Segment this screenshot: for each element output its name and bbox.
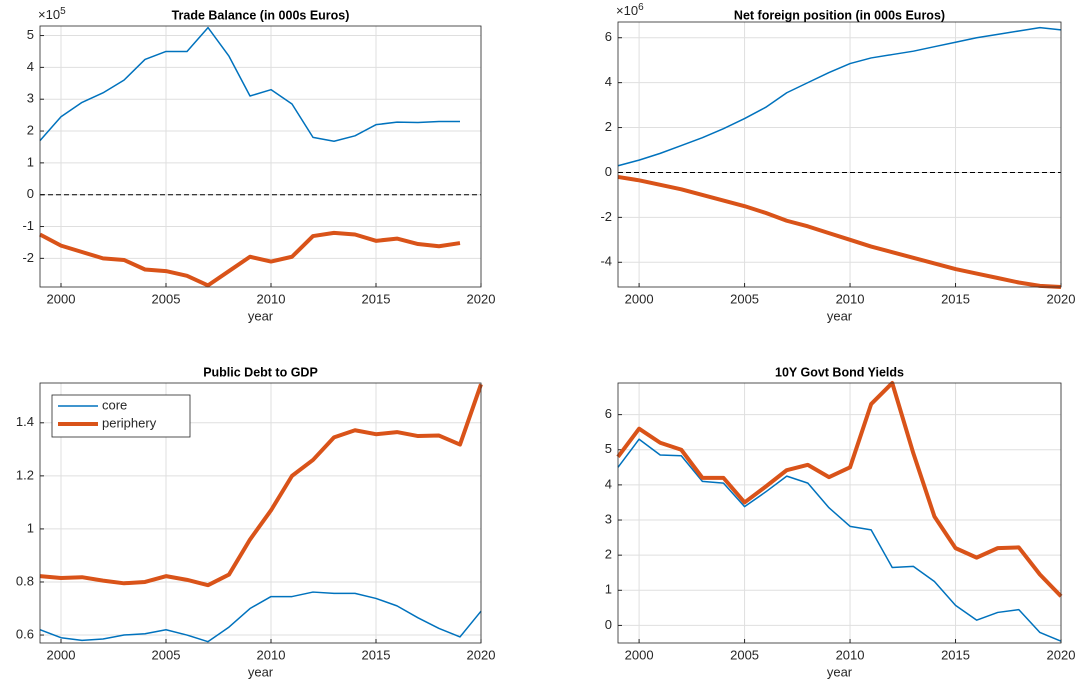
x-tick-label: 2015 — [941, 291, 970, 306]
axes-frame — [39, 25, 482, 288]
x-tick-label: 2005 — [152, 647, 181, 662]
x-tick-label: 2015 — [362, 291, 391, 306]
y-tick-label: 6 — [605, 406, 612, 421]
y-tick-label: 4 — [27, 59, 34, 74]
y-tick-label: 5 — [27, 27, 34, 42]
x-tick-label: 2020 — [467, 291, 496, 306]
y-tick-label: 1.2 — [16, 467, 34, 482]
series-line — [39, 26, 460, 142]
legend-box — [51, 394, 191, 438]
y-tick-label: 2 — [605, 119, 612, 134]
y-scale-exponent: 5 — [60, 6, 66, 17]
y-tick-label: -2 — [600, 209, 612, 224]
series-line — [39, 591, 482, 643]
y-tick-label: 0 — [27, 186, 34, 201]
series-line — [617, 174, 1062, 289]
subplot: 2000 2005 2010 2015 2020 -2 -1 0 1 2 3 4 5 Trade Bala… — [22, 6, 495, 324]
y-scale-base: ×10 — [616, 3, 638, 18]
x-tick-label: 2010 — [257, 291, 286, 306]
y-tick-label: 3 — [605, 511, 612, 526]
y-scale-exponent: 6 — [638, 2, 644, 13]
y-tick-label: 2 — [605, 547, 612, 562]
series-line — [39, 230, 461, 288]
y-tick-label: -4 — [600, 254, 612, 269]
chart-title: Public Debt to GDP — [203, 365, 318, 379]
series-line — [39, 383, 483, 588]
axes-frame — [617, 382, 1062, 644]
legend-label: core — [102, 397, 127, 412]
chart-title: 10Y Govt Bond Yields — [775, 365, 904, 379]
x-tick-label: 2020 — [1047, 291, 1076, 306]
x-tick-label: 2000 — [625, 647, 654, 662]
subplot: 2000 2005 2010 2015 2020 0 1 2 3 4 5 6 10Y Govt Bond… — [605, 365, 1076, 679]
x-axis-label: year — [248, 664, 274, 679]
y-tick-label: 4 — [605, 74, 612, 89]
series-line — [617, 26, 1062, 167]
legend-label: periphery — [102, 415, 157, 430]
y-tick-label: 5 — [605, 441, 612, 456]
x-axis-label: year — [827, 664, 853, 679]
y-tick-label: 4 — [605, 476, 612, 491]
x-tick-label: 2010 — [836, 647, 865, 662]
chart-title: Trade Balance (in 000s Euros) — [172, 8, 350, 22]
y-tick-label: 0.8 — [16, 573, 34, 588]
series-line — [617, 438, 1062, 642]
x-tick-label: 2020 — [1047, 647, 1076, 662]
axes-background — [618, 22, 1061, 287]
y-tick-label: 2 — [27, 122, 34, 137]
x-tick-label: 2000 — [47, 291, 76, 306]
axes-frame — [39, 382, 482, 644]
y-tick-label: 1 — [27, 520, 34, 535]
y-scale-base: ×10 — [38, 7, 60, 22]
chart-title: Net foreign position (in 000s Euros) — [734, 8, 945, 22]
y-tick-label: 6 — [605, 29, 612, 44]
y-tick-label: 0 — [605, 617, 612, 632]
x-tick-label: 2010 — [257, 647, 286, 662]
series-line — [616, 381, 1063, 598]
x-tick-label: 2005 — [730, 291, 759, 306]
legend: core periphery — [51, 394, 191, 438]
axes-frame — [617, 21, 1062, 288]
subplot: 2000 2005 2010 2015 2020 0.6 0.8 1 1.2 1.4 Public … — [16, 365, 496, 679]
x-tick-label: 2000 — [625, 291, 654, 306]
y-tick-label: 0 — [605, 164, 612, 179]
axes-background — [40, 26, 481, 287]
axes-background — [618, 383, 1061, 643]
y-tick-label: 0.6 — [16, 626, 34, 641]
x-tick-label: 2000 — [47, 647, 76, 662]
x-tick-label: 2005 — [730, 647, 759, 662]
x-tick-label: 2005 — [152, 291, 181, 306]
x-tick-label: 2015 — [941, 647, 970, 662]
y-scale-label: ×106 — [616, 2, 644, 19]
y-tick-label: 3 — [27, 91, 34, 106]
y-tick-label: 1.4 — [16, 414, 34, 429]
x-axis-label: year — [248, 308, 274, 323]
y-tick-label: 1 — [27, 154, 34, 169]
y-tick-label: -1 — [22, 218, 34, 233]
x-tick-label: 2020 — [467, 647, 496, 662]
y-scale-label: ×105 — [38, 6, 66, 23]
y-tick-label: 1 — [605, 582, 612, 597]
y-tick-label: -2 — [22, 250, 34, 265]
x-tick-label: 2010 — [836, 291, 865, 306]
x-axis-label: year — [827, 308, 853, 323]
subplot: 2000 2005 2010 2015 2020 -4 -2 0 2 4 6 Net foreign … — [600, 2, 1075, 324]
x-tick-label: 2015 — [362, 647, 391, 662]
